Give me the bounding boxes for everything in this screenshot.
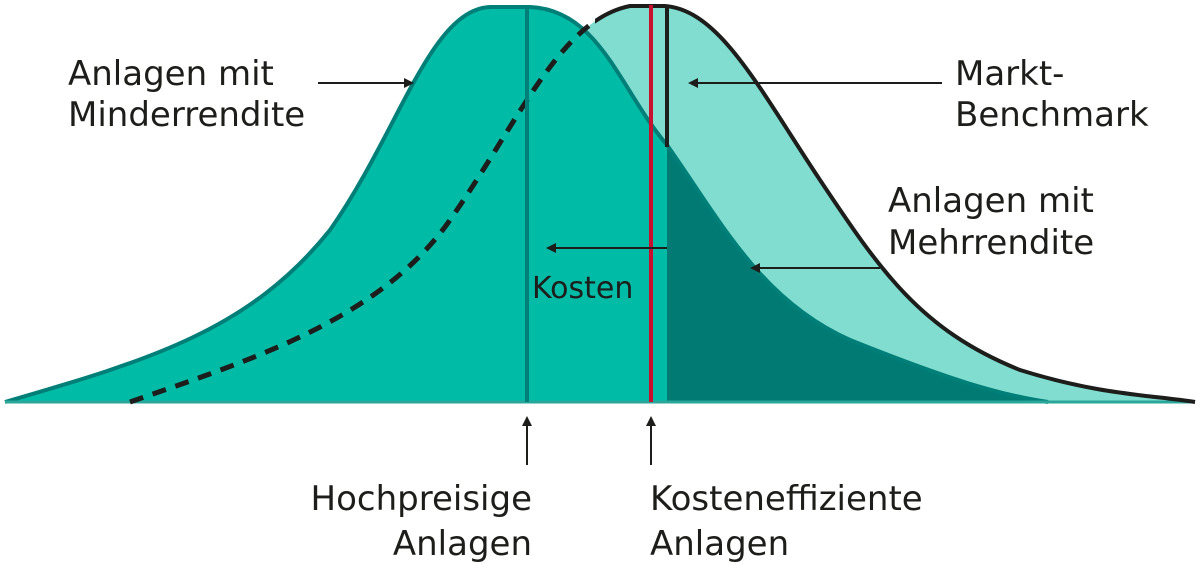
outperform-label-2: Mehrrendite bbox=[888, 223, 1094, 263]
benchmark-label-2: Benchmark bbox=[955, 95, 1149, 135]
outperform-label-1: Anlagen mit bbox=[888, 181, 1094, 221]
benchmark-label-1: Markt- bbox=[955, 54, 1064, 94]
market-outline bbox=[595, 3, 1196, 404]
expensive-label-1: Hochpreisige bbox=[311, 479, 532, 519]
underperform-label-2: Minderrendite bbox=[68, 95, 305, 135]
costs-label: Kosten bbox=[532, 271, 633, 306]
efficient-label-2: Anlagen bbox=[650, 524, 789, 564]
expensive-label-2: Anlagen bbox=[393, 524, 532, 564]
efficient-label-1: Kosteneffiziente bbox=[650, 479, 923, 519]
underperform-label-1: Anlagen mit bbox=[68, 54, 274, 94]
fund-distribution-outline bbox=[4, 5, 1049, 404]
outperform-area bbox=[667, 145, 1048, 402]
